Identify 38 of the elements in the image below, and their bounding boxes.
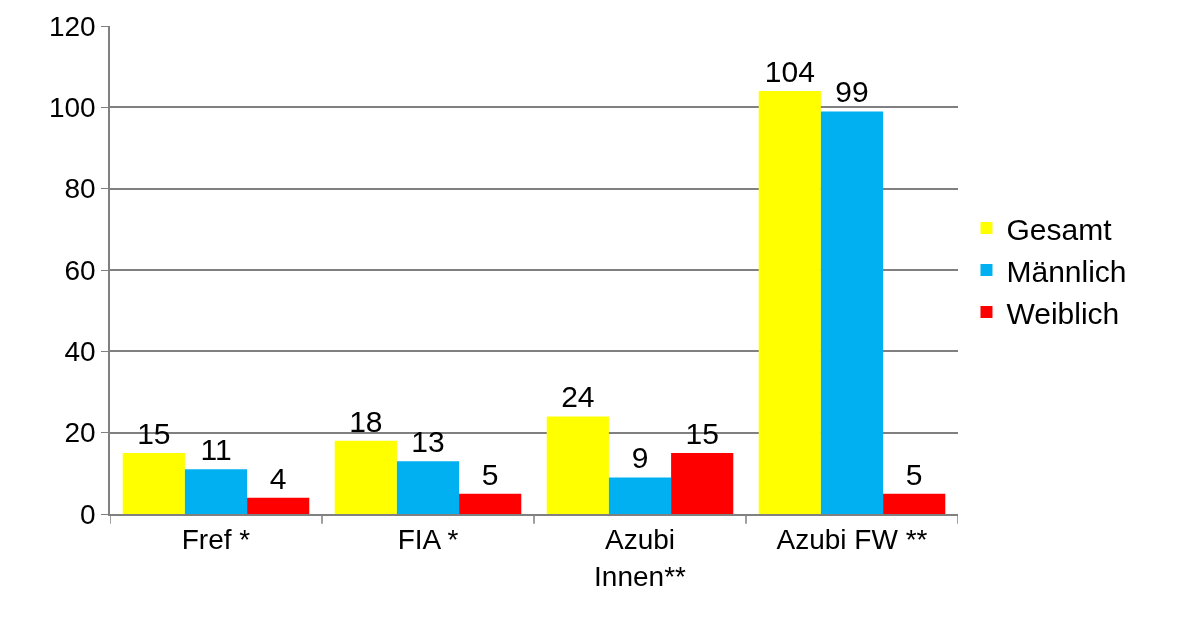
y-tick-label: 0 xyxy=(80,498,96,530)
data-label: 13 xyxy=(411,425,445,459)
x-tick-label: Azubi Innen** xyxy=(594,524,687,592)
bar xyxy=(883,493,946,514)
data-label: 9 xyxy=(631,441,649,475)
bar xyxy=(247,497,310,514)
y-tick-label: 100 xyxy=(48,92,96,124)
bar xyxy=(334,440,397,514)
x-tick-label: FIA * xyxy=(397,524,459,556)
data-label: 5 xyxy=(481,457,499,491)
bar xyxy=(608,477,672,514)
bar xyxy=(758,91,821,514)
data-label: 5 xyxy=(905,457,923,491)
y-tick-label: 60 xyxy=(64,254,96,286)
data-label: 15 xyxy=(137,417,171,450)
bar xyxy=(184,469,248,514)
y-tick-label: 80 xyxy=(64,173,96,205)
legend-label: Weiblich xyxy=(1006,296,1120,330)
bar xyxy=(546,416,609,514)
data-label: 15 xyxy=(685,417,719,450)
bar xyxy=(122,453,185,514)
data-label: 4 xyxy=(269,461,287,495)
bar xyxy=(820,111,884,514)
data-label: 11 xyxy=(200,433,232,467)
y-tick-label: 120 xyxy=(48,10,96,42)
legend-label: Männlich xyxy=(1006,254,1127,288)
x-tick-label: Azubi FW ** xyxy=(776,524,928,556)
y-tick-label: 40 xyxy=(64,336,96,368)
bar xyxy=(459,493,522,514)
x-tick-label: Fref * xyxy=(181,524,251,556)
data-label: 24 xyxy=(561,380,595,414)
legend-label: Gesamt xyxy=(1006,212,1113,246)
data-label: 99 xyxy=(835,75,869,109)
data-label: 18 xyxy=(349,404,383,438)
y-tick-label: 20 xyxy=(64,417,96,449)
bar xyxy=(396,461,460,514)
data-label: 104 xyxy=(764,55,815,89)
bar xyxy=(671,453,734,514)
